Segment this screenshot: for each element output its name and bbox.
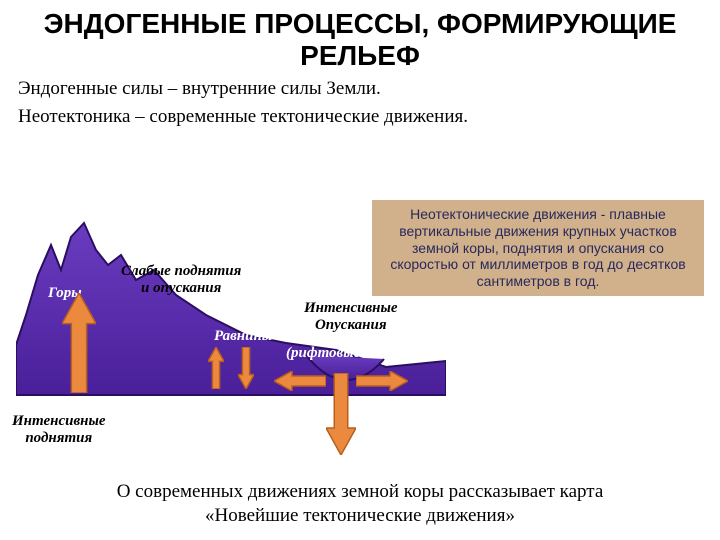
label-weak-movements: Слабые поднятияи опускания	[121, 263, 241, 296]
footer-line1: О современных движениях земной коры расс…	[117, 481, 604, 502]
label-rift-zones: (рифтовые зоны)	[286, 345, 401, 362]
arrow-weak-up	[208, 347, 224, 389]
footer-text: О современных движениях земной коры расс…	[0, 480, 720, 528]
arrow-weak-down	[238, 347, 254, 389]
label-intense-down: ИнтенсивныеОпускания	[304, 300, 398, 333]
label-plains: Равнины	[214, 328, 272, 345]
page-title: ЭНДОГЕННЫЕ ПРОЦЕССЫ, ФОРМИРУЮЩИЕ РЕЛЬЕФ	[0, 0, 720, 72]
arrow-intense-down	[326, 373, 356, 455]
arrow-rift-right	[356, 371, 408, 391]
definition-neotectonics: Неотектоника – современные тектонические…	[0, 106, 720, 128]
definition-endogenic: Эндогенные силы – внутренние силы Земли.	[0, 78, 720, 100]
relief-diagram: Горы Слабые поднятияи опускания Равнины …	[16, 215, 446, 445]
arrow-intense-up	[62, 293, 96, 393]
label-intense-up: Интенсивныеподнятия	[12, 413, 106, 446]
arrow-rift-left	[274, 371, 326, 391]
footer-line2: «Новейшие тектонические движения»	[205, 505, 515, 526]
